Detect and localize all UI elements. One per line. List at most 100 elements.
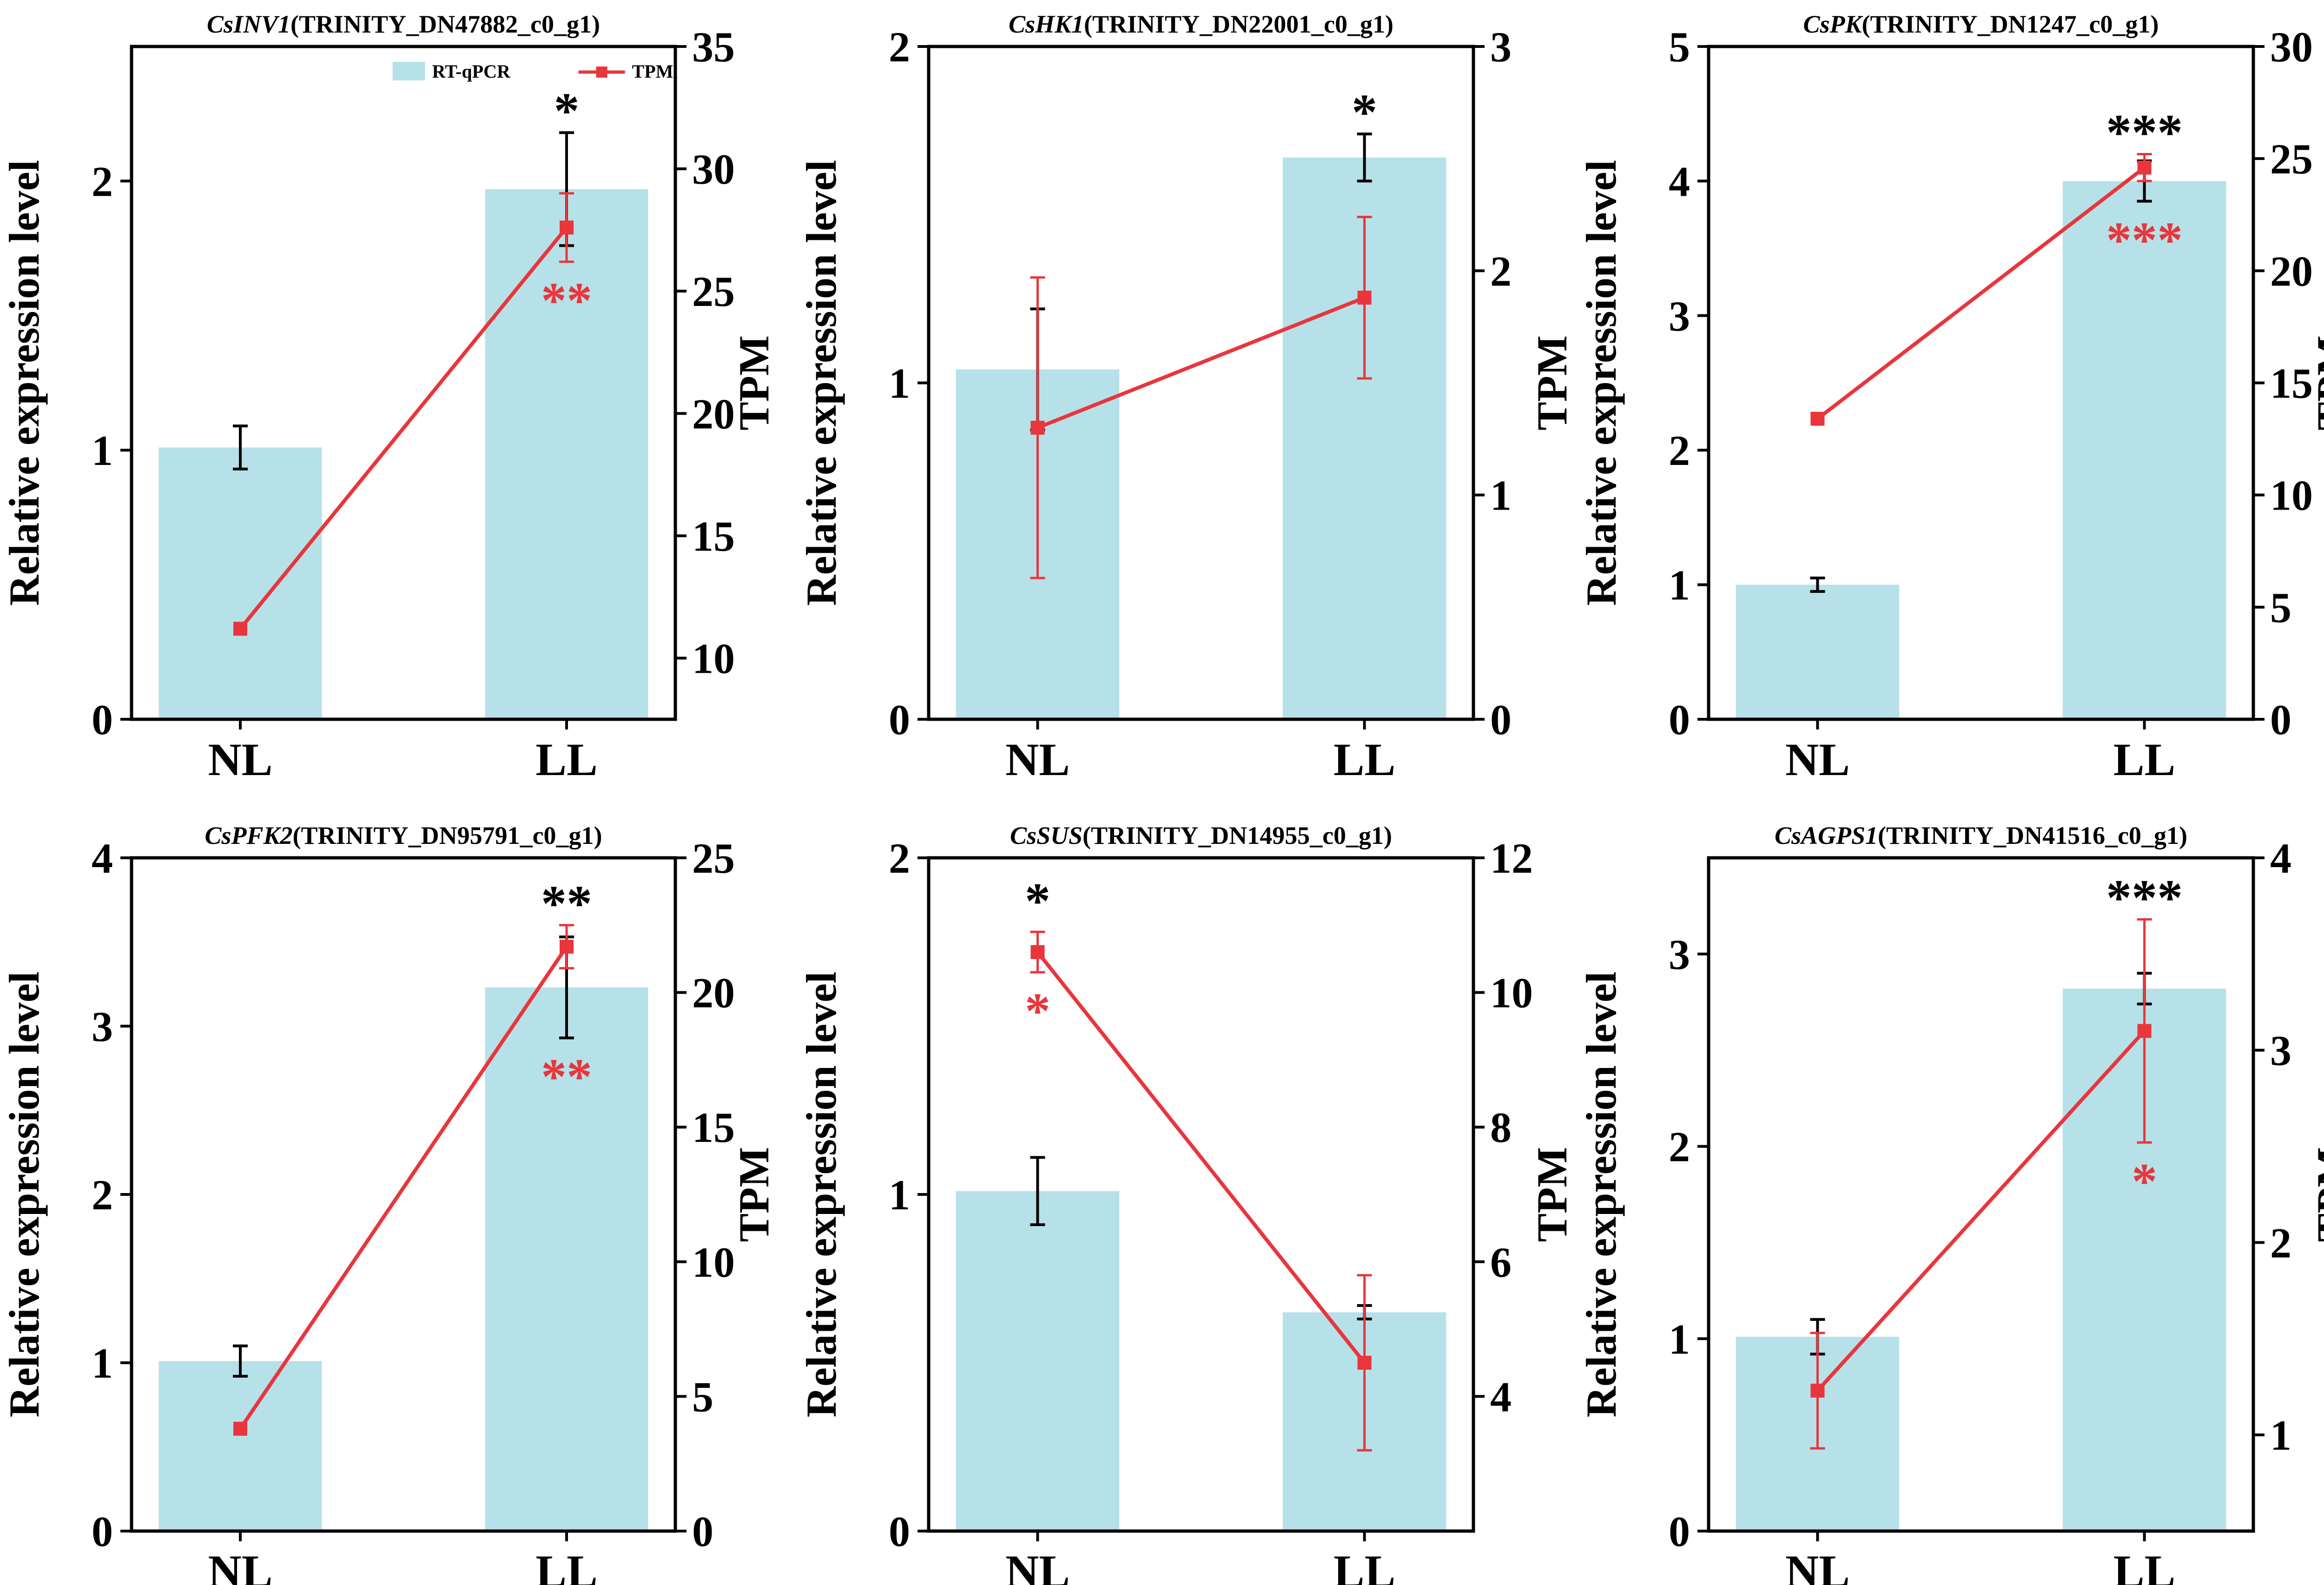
y2-tick-label: 20: [692, 969, 735, 1017]
y-tick-label: 2: [889, 23, 910, 71]
panel-csinv1: 0 1 2 10 15 20 25 30 35 NL LL CsINV1(TRINITY_DN4788…: [0, 10, 778, 785]
tpm-point-ll: [2137, 1024, 2152, 1038]
tpm-point-ll: [560, 940, 574, 954]
y2-tick-label: 15: [692, 512, 735, 560]
significance-tpm: ***: [2106, 212, 2183, 268]
significance-qpcr: *: [554, 82, 580, 139]
y2-axis-label: TPM: [730, 1147, 778, 1242]
y-tick-label: 2: [92, 1171, 113, 1219]
y-tick-label: 3: [1669, 292, 1690, 340]
title-id: (TRINITY_DN14955_c0_g1): [1083, 822, 1392, 849]
y-tick-label: 2: [889, 835, 910, 882]
significance-tpm: *: [2132, 1153, 2157, 1209]
y2-axis-label: TPM: [1528, 1147, 1576, 1242]
chart-title: CsINV1(TRINITY_DN47882_c0_g1): [207, 10, 600, 38]
y2-tick-label: 10: [692, 635, 735, 682]
y-tick-label: 1: [889, 360, 910, 407]
y-tick-label: 2: [1669, 1123, 1690, 1171]
legend-label-qpcr: RT-qPCR: [432, 61, 511, 82]
y2-axis-label: TPM: [2308, 335, 2324, 430]
y2-axis-label: TPM: [1528, 335, 1576, 430]
significance-qpcr: **: [541, 875, 592, 932]
x-category-label: NL: [208, 734, 273, 785]
y-axis-label: Relative expression level: [1578, 972, 1625, 1418]
y2-tick-label: 20: [692, 390, 735, 438]
chart-title: CsHK1(TRINITY_DN22001_c0_g1): [1009, 10, 1393, 38]
y2-tick-label: 25: [692, 835, 735, 882]
y2-tick-label: 2: [1490, 247, 1512, 295]
x-category-label: NL: [1005, 734, 1070, 785]
y-tick-label: 3: [1669, 931, 1690, 978]
legend-swatch-bar: [392, 62, 425, 80]
tpm-point-ll: [2137, 160, 2152, 175]
y-tick-label: 2: [1669, 427, 1690, 474]
significance-tpm: **: [541, 272, 592, 329]
y2-tick-label: 20: [2270, 247, 2313, 295]
y-tick-label: 0: [1669, 696, 1690, 743]
y2-tick-label: 10: [2270, 472, 2313, 519]
x-category-label: NL: [208, 1545, 273, 1585]
plot-frame: [1707, 856, 2255, 1533]
bar-nl: [956, 1191, 1120, 1531]
x-category-label: LL: [535, 734, 597, 785]
y2-tick-label: 1: [1490, 472, 1512, 519]
chart-title: CsPFK2(TRINITY_DN95791_c0_g1): [205, 822, 602, 849]
y2-tick-label: 0: [692, 1508, 713, 1555]
y-tick-label: 2: [92, 158, 113, 205]
y-tick-label: 4: [1669, 158, 1690, 205]
title-id: (TRINITY_DN1247_c0_g1): [1862, 10, 2159, 38]
y2-tick-label: 15: [2270, 360, 2313, 407]
y2-axis-label: TPM: [730, 335, 778, 430]
y-axis-label: Relative expression level: [798, 972, 845, 1418]
chart-title: CsAGPS1(TRINITY_DN41516_c0_g1): [1775, 822, 2187, 849]
y-tick-label: 5: [1669, 23, 1690, 71]
y-axis-label: Relative expression level: [0, 972, 48, 1418]
tpm-point-nl: [233, 622, 247, 636]
tpm-point-nl: [1030, 420, 1045, 435]
tpm-series-line: [1816, 166, 2146, 420]
y-axis-label: Relative expression level: [0, 160, 48, 606]
y2-tick-label: 5: [692, 1373, 713, 1420]
y2-tick-label: 3: [2270, 1027, 2291, 1074]
title-gene: CsHK1: [1009, 10, 1084, 38]
tpm-point-nl: [1810, 411, 1825, 426]
y2-tick-label: 6: [1490, 1239, 1512, 1286]
x-category-label: LL: [2113, 1545, 2175, 1585]
legend-label-tpm: TPM: [632, 61, 673, 82]
significance-qpcr: *: [1352, 84, 1377, 140]
panel-csagps1: 0 1 2 3 1 2 3 4 NL LL CsAGPS1(TRINITY_DN41516_c0_g…: [1578, 822, 2324, 1585]
y2-tick-label: 8: [1490, 1104, 1512, 1151]
legend-swatch-marker: [596, 66, 607, 78]
significance-qpcr: ***: [2106, 869, 2183, 926]
chart-title: CsSUS(TRINITY_DN14955_c0_g1): [1010, 822, 1392, 849]
y-tick-label: 0: [889, 696, 910, 743]
x-category-label: NL: [1785, 1545, 1850, 1585]
y2-axis-label: TPM: [2308, 1147, 2324, 1242]
significance-qpcr: ***: [2106, 104, 2183, 161]
y-axis-label: Relative expression level: [798, 160, 845, 606]
plot-frame: [130, 45, 677, 721]
tpm-series-line: [1816, 1029, 2146, 1392]
tpm-point-ll: [560, 220, 574, 235]
tpm-series-line: [1036, 951, 1366, 1364]
y2-tick-label: 10: [692, 1239, 735, 1286]
y-tick-label: 1: [1669, 1315, 1690, 1363]
y-tick-label: 4: [92, 835, 113, 882]
bar-nl: [1736, 584, 1900, 719]
title-gene: CsSUS: [1010, 822, 1083, 849]
y2-tick-label: 3: [1490, 23, 1512, 71]
y-tick-label: 1: [92, 427, 113, 474]
title-id: (TRINITY_DN95791_c0_g1): [293, 822, 602, 849]
y2-tick-label: 25: [2270, 135, 2313, 183]
tpm-point-nl: [1810, 1383, 1825, 1398]
y2-tick-label: 30: [692, 146, 735, 193]
title-gene: CsINV1: [207, 10, 290, 38]
tpm-point-ll: [1357, 1356, 1372, 1370]
y2-tick-label: 15: [692, 1104, 735, 1151]
bar-nl: [158, 447, 322, 719]
significance-tpm: *: [1025, 982, 1050, 1039]
y2-tick-label: 4: [2270, 835, 2291, 882]
y2-tick-label: 2: [2270, 1219, 2291, 1267]
x-category-label: NL: [1005, 1545, 1070, 1585]
